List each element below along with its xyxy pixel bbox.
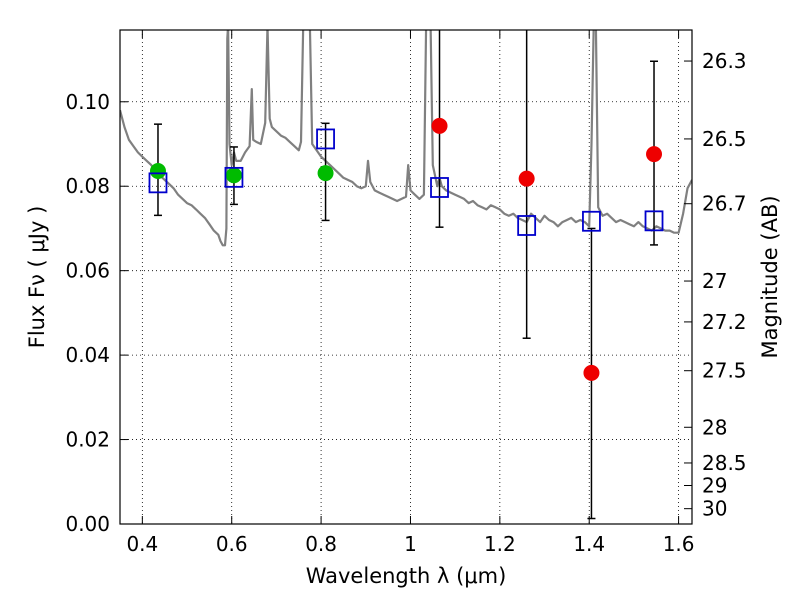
model-photometry-point [644,210,664,232]
y-tick-label: 0.10 [65,90,110,114]
x-tick-label: 0.8 [305,532,337,556]
y-tick-label: 0.00 [65,512,110,536]
x-axis-title: Wavelength λ (μm) [306,564,507,588]
y-tick-label: 0.06 [65,259,110,283]
mag-tick-label: 26.7 [702,192,747,216]
model-photometry-point [224,166,244,188]
observed-point-nir [431,117,448,134]
plot-area [120,30,692,520]
mag-tick-label: 28.5 [702,451,747,475]
observed-point-nir [518,170,535,187]
x-tick-label: 1.2 [484,532,516,556]
mag-tick-label: 27.2 [702,310,747,334]
mag-tick-label: 28 [702,415,727,439]
mag-tick-label: 26.5 [702,127,747,151]
observed-point-nir [583,364,600,381]
observed-point-optical [149,163,166,180]
plot-background [120,30,692,524]
observed-point-nir [646,146,663,163]
mag-tick-label: 27 [702,269,727,293]
y2-axis-title: Magnitude (AB) [758,195,782,358]
x-tick-label: 1.6 [663,532,695,556]
axis-tick-labels: 0.4 0.6 0.8 1 1.2 1.4 1.6 0.00 0.02 0.04 0.06 0.08 0… [65,49,746,556]
axis-ticks [120,30,692,525]
mag-tick-label: 29 [702,473,727,497]
model-photometry-point [148,172,168,194]
model-photometry-point [430,177,449,198]
model-photometry-point [582,210,601,232]
mag-tick-label: 30 [702,497,727,521]
observed-point-optical [225,167,242,184]
x-tick-label: 0.4 [126,532,158,556]
x-tick-label: 0.6 [216,532,248,556]
mag-tick-label: 26.3 [702,49,747,73]
y-tick-label: 0.02 [65,428,110,452]
model-photometry-point [316,128,335,150]
y-tick-label: 0.04 [65,343,110,367]
y-tick-label: 0.08 [65,174,110,198]
x-tick-label: 1 [404,532,417,556]
observed-point-optical [317,165,334,182]
plot-frame [119,29,693,525]
model-spectrum-line [120,30,692,247]
mag-tick-label: 27.5 [702,359,747,383]
x-tick-label: 1.4 [573,532,605,556]
y-axis-title: Flux Fν ( μJy ) [25,206,49,349]
model-photometry-point [517,215,537,236]
